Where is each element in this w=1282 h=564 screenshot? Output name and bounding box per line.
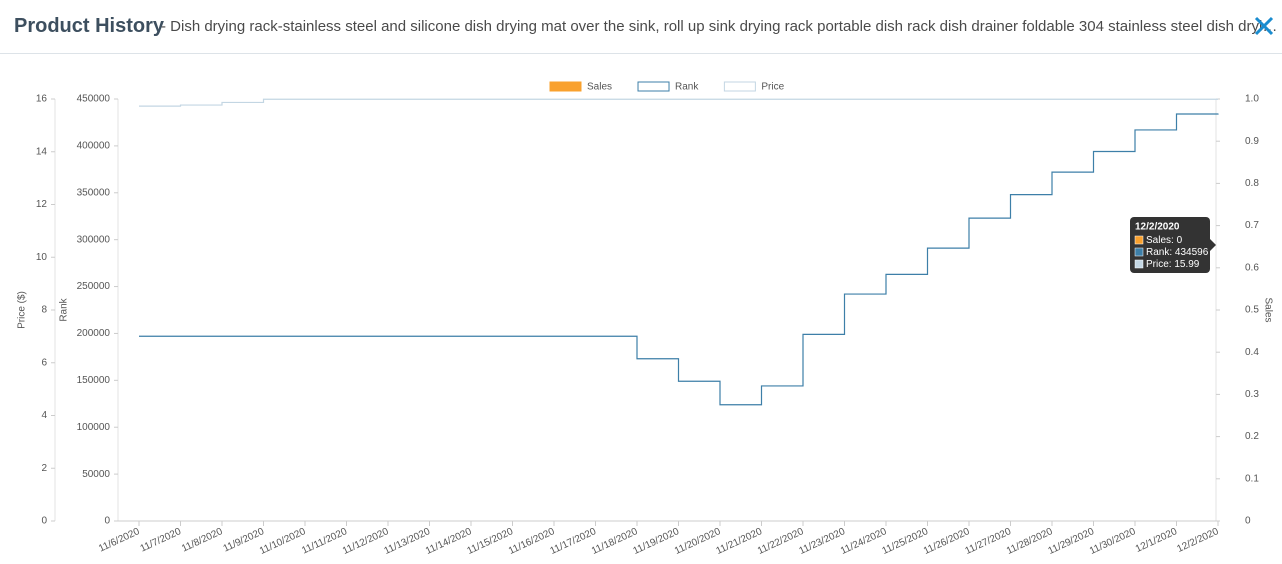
step-line	[139, 98, 1218, 107]
x-tick-label: 11/18/2020	[590, 526, 640, 557]
legend-label: Rank	[675, 82, 699, 93]
y-tick-label: 0.7	[1245, 220, 1259, 231]
tooltip-line: Sales: 0	[1146, 235, 1183, 246]
y-tick-label: 450000	[77, 94, 111, 105]
tooltip-pointer	[1210, 239, 1216, 251]
x-tick-label: 11/24/2020	[839, 526, 889, 557]
axis-title: Rank	[59, 297, 70, 321]
tooltip-swatch	[1134, 235, 1144, 245]
x-tick-label: 11/15/2020	[466, 526, 516, 557]
x-tick-label: 11/17/2020	[549, 526, 599, 557]
x-tick-label: 11/25/2020	[881, 526, 931, 557]
y-tick-label: 0.6	[1245, 262, 1259, 273]
x-tick-label: 11/19/2020	[632, 526, 682, 557]
close-button[interactable]	[1252, 12, 1276, 40]
legend-swatch	[549, 81, 582, 92]
legend-swatch	[637, 81, 670, 92]
y-tick-label: 0	[41, 516, 47, 527]
x-tick-label: 12/1/2020	[1134, 526, 1179, 555]
x-tick-label: 11/13/2020	[383, 526, 433, 557]
y-tick-label: 6	[41, 357, 47, 368]
y-tick-label: 1.0	[1245, 94, 1259, 105]
x-tick-label: 11/14/2020	[424, 526, 474, 557]
y-tick-label: 12	[36, 199, 48, 210]
x-tick-label: 11/8/2020	[180, 526, 225, 555]
y-tick-label: 10	[36, 252, 48, 263]
y-tick-label: 50000	[82, 469, 110, 480]
y-tick-label: 2	[41, 463, 47, 474]
x-tick-label: 11/26/2020	[922, 526, 972, 557]
y-tick-label: 0	[1245, 516, 1251, 527]
legend-label: Price	[761, 82, 784, 93]
chart: 0 2 4 6 8 10 12 14 16 0 50000 100000 150000 200000 250…	[17, 81, 1273, 557]
step-line	[139, 113, 1219, 406]
y-tick-label: 100000	[77, 422, 111, 433]
x-tick-label: 11/12/2020	[341, 526, 391, 557]
tooltip-title: 12/2/2020	[1135, 222, 1180, 233]
x-tick-label: 11/23/2020	[798, 526, 848, 557]
y-tick-label: 16	[36, 94, 48, 105]
y-tick-label: 0.4	[1245, 347, 1259, 358]
tooltip-swatch	[1134, 247, 1144, 257]
x-tick-label: 12/2/2020	[1175, 526, 1220, 555]
x-tick-label: 11/20/2020	[673, 526, 723, 557]
x-tick-label: 11/6/2020	[97, 526, 142, 555]
x-tick-label: 11/7/2020	[139, 526, 184, 555]
legend-label: Sales	[587, 82, 612, 93]
x-tick-label: 11/21/2020	[715, 526, 765, 557]
y-tick-label: 150000	[77, 375, 111, 386]
y-tick-label: 200000	[77, 328, 111, 339]
x-tick-label: 11/30/2020	[1088, 526, 1138, 557]
x-tick-label: 11/10/2020	[258, 526, 308, 557]
y-tick-label: 0.9	[1245, 136, 1259, 147]
subtitle: - Dish drying rack-stainless steel and s…	[161, 18, 1278, 35]
y-tick-label: 0.2	[1245, 431, 1259, 442]
y-tick-label: 0.5	[1245, 305, 1259, 316]
x-tick-label: 11/29/2020	[1047, 526, 1097, 557]
y-tick-label: 14	[36, 146, 48, 157]
legend-swatch	[723, 81, 756, 92]
header: Product History - Dish drying rack-stain…	[0, 0, 1282, 54]
axis-title: Sales	[1262, 297, 1273, 322]
y-tick-label: 400000	[77, 141, 111, 152]
tooltip-line: Price: 15.99	[1146, 259, 1200, 270]
title: Product History	[14, 15, 165, 37]
y-tick-label: 8	[41, 305, 47, 316]
y-tick-label: 0.3	[1245, 389, 1259, 400]
y-tick-label: 300000	[77, 234, 111, 245]
x-tick-label: 11/16/2020	[507, 526, 557, 557]
x-tick-label: 11/27/2020	[964, 526, 1014, 557]
x-tick-label: 11/11/2020	[300, 526, 349, 557]
y-tick-label: 0.1	[1245, 473, 1259, 484]
tooltip-box	[1130, 217, 1210, 273]
tooltip-line: Rank: 434596	[1146, 247, 1209, 258]
y-tick-label: 0.8	[1245, 178, 1259, 189]
x-tick-label: 11/22/2020	[756, 526, 806, 557]
x-tick-label: 11/28/2020	[1005, 526, 1055, 557]
y-tick-label: 4	[41, 410, 47, 421]
tooltip-swatch	[1134, 259, 1144, 269]
y-tick-label: 250000	[77, 281, 111, 292]
y-tick-label: 0	[104, 516, 110, 527]
y-tick-label: 350000	[77, 187, 111, 198]
axis-title: Price ($)	[17, 291, 28, 329]
